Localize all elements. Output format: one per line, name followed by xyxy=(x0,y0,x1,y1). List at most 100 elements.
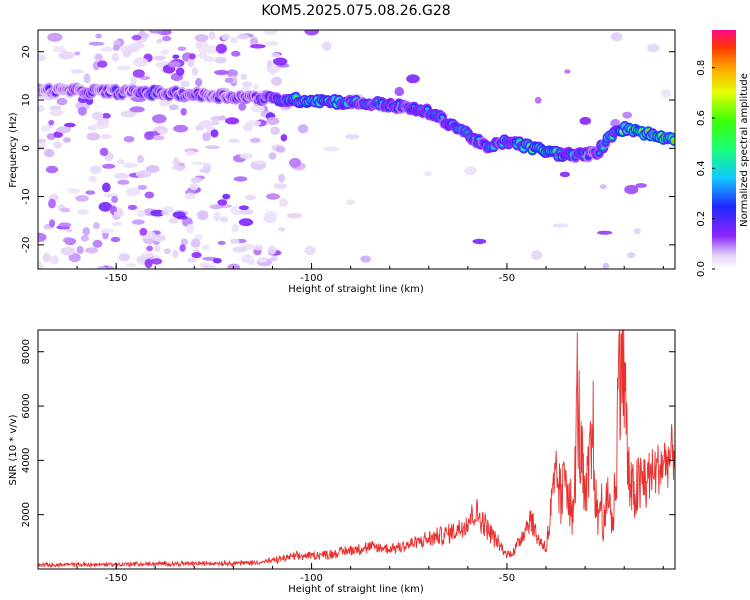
heatmap-cell xyxy=(58,51,75,60)
heatmap-cell xyxy=(160,49,170,55)
colorbar-tick-label: 0.0 xyxy=(696,261,707,277)
snr-frame xyxy=(37,329,676,570)
heatmap-cell xyxy=(101,46,114,52)
heatmap-cell xyxy=(222,193,231,200)
heatmap-cell xyxy=(85,247,99,254)
y-tick-label: -20 xyxy=(21,237,32,253)
heatmap-cell xyxy=(111,221,122,226)
x-tick-label: -150 xyxy=(105,573,128,584)
heatmap-cell xyxy=(214,56,227,64)
heatmap-cell xyxy=(80,235,90,242)
heatmap-cell xyxy=(120,110,136,118)
heatmap-cell xyxy=(208,31,216,40)
heatmap-cell xyxy=(122,162,138,168)
heatmap-cell xyxy=(599,184,607,190)
heatmap-cell xyxy=(602,262,610,269)
colorbar-label: Normalized spectral amplitude xyxy=(739,73,750,227)
heatmap-cell xyxy=(171,165,186,170)
x-tick-label: -150 xyxy=(105,273,128,284)
colorbar-tick-label: 0.8 xyxy=(696,60,707,76)
heatmap-cell xyxy=(83,73,91,84)
heatmap-cell xyxy=(47,32,63,42)
y-tick-label: -10 xyxy=(21,188,32,204)
heatmap-cell xyxy=(146,245,154,252)
heatmap-cell xyxy=(66,228,73,233)
heatmap-cell xyxy=(225,117,240,125)
heatmap-cell xyxy=(209,204,224,210)
heatmap-cell xyxy=(38,54,47,62)
heatmap-cell xyxy=(559,171,571,178)
heatmap-cell xyxy=(266,60,273,67)
heatmap-cell xyxy=(85,97,94,106)
heatmap-cell xyxy=(464,166,478,176)
heatmap-cell xyxy=(226,69,238,78)
heatmap-cell xyxy=(141,252,154,258)
heatmap-cell xyxy=(323,146,339,152)
heatmap-cell xyxy=(191,252,202,259)
heatmap-cell xyxy=(130,76,137,86)
heatmap-cell xyxy=(394,86,405,97)
heatmap-cell xyxy=(116,65,131,71)
heatmap-cells xyxy=(38,30,675,269)
heatmap-cell xyxy=(113,210,125,216)
heatmap-cell xyxy=(202,244,210,251)
heatmap-cell xyxy=(197,52,208,59)
heatmap-cell xyxy=(60,207,71,213)
heatmap-cell xyxy=(213,211,221,222)
heatmap-cell xyxy=(151,258,163,265)
heatmap-cell xyxy=(279,198,288,207)
heatmap-cell xyxy=(179,244,186,252)
heatmap-cell xyxy=(116,159,125,165)
heatmap-cell xyxy=(191,161,206,166)
heatmap-cell xyxy=(113,172,129,179)
heatmap-cell xyxy=(97,118,110,125)
heatmap-cell xyxy=(132,69,145,78)
heatmap-cell xyxy=(162,35,172,42)
heatmap-cell xyxy=(123,136,135,143)
heatmap-cell xyxy=(88,41,105,46)
heatmap-cell xyxy=(93,222,100,230)
heatmap-cell xyxy=(610,32,623,42)
heatmap-cell xyxy=(236,34,250,40)
heatmap-cell xyxy=(660,89,672,98)
heatmap-cell xyxy=(172,249,179,259)
heatmap-cell xyxy=(205,145,220,150)
heatmap-cell xyxy=(624,184,639,195)
snr-y-label: SNR (10 * v/v) xyxy=(8,414,19,485)
heatmap-cell xyxy=(177,46,187,52)
snr-line-layer xyxy=(38,330,675,569)
heatmap-cell xyxy=(162,206,174,213)
heatmap-cell xyxy=(38,232,47,242)
y-tick-label: 4000 xyxy=(21,448,32,473)
heatmap-cell xyxy=(321,41,332,51)
y-tick-label: 6000 xyxy=(21,393,32,418)
heatmap-cell xyxy=(100,134,112,139)
heatmap-cell xyxy=(189,182,199,191)
heatmap-cell xyxy=(53,141,62,149)
snr-panel: -150 -100 -50 2000 4000 6000 8000 Height of st… xyxy=(8,329,676,595)
heatmap-cell xyxy=(202,132,211,142)
heatmap-cell xyxy=(244,194,257,201)
heatmap-cell xyxy=(626,252,636,259)
heatmap-cell xyxy=(131,219,145,225)
heatmap-cell xyxy=(77,209,89,216)
heatmap-cell xyxy=(304,245,316,256)
colorbar-ticks: 0.0 0.2 0.4 0.6 0.8 xyxy=(696,60,715,277)
heatmap-cell xyxy=(635,183,647,188)
heatmap-cell xyxy=(43,148,55,158)
heatmap-cell xyxy=(217,240,226,245)
heatmap-cell xyxy=(647,43,660,53)
heatmap-cell xyxy=(210,115,222,122)
heatmap-cell xyxy=(111,195,118,204)
heatmap-cell xyxy=(579,116,592,125)
heatmap-cell xyxy=(173,124,189,133)
heatmap-cell xyxy=(137,184,148,191)
heatmap-cell xyxy=(190,238,201,248)
heatmap-cell xyxy=(264,41,279,46)
heatmap-cell xyxy=(184,192,196,200)
heatmap-cell xyxy=(172,211,186,219)
heatmap-cell xyxy=(122,49,131,58)
snr-series-line xyxy=(38,330,675,569)
heatmap-cell xyxy=(186,257,197,263)
